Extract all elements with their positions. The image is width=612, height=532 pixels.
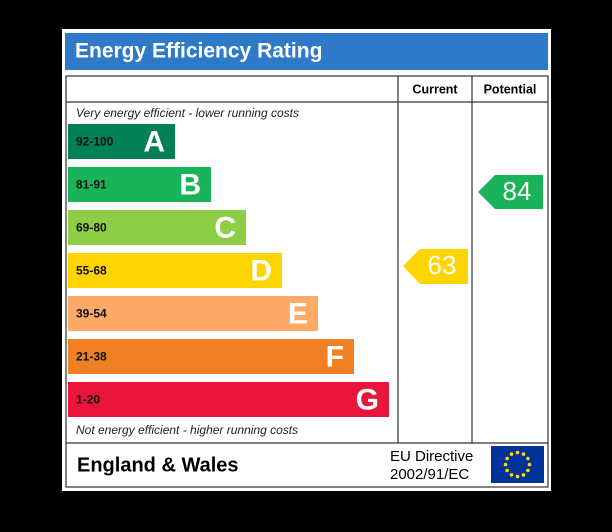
- band-letter: E: [288, 297, 308, 330]
- current-rating: 63: [428, 250, 457, 280]
- potential-rating: 84: [503, 176, 532, 206]
- band: [68, 167, 211, 202]
- band-range: 1-20: [76, 393, 100, 407]
- star: [521, 473, 526, 477]
- top-note: Very energy efficient - lower running co…: [76, 106, 299, 120]
- star: [527, 462, 532, 467]
- band-range: 39-54: [76, 307, 107, 321]
- band: [68, 382, 389, 417]
- band-range: 69-80: [76, 221, 107, 235]
- bands: 92-100 A 81-91 B 69-80 C 55-68 D 39-54 E 21-38 F 1-2…: [68, 124, 389, 417]
- band-letter: C: [214, 211, 236, 244]
- region: England & Wales: [77, 454, 239, 476]
- band: [68, 210, 246, 245]
- band: [68, 124, 175, 159]
- band-letter: B: [179, 168, 201, 201]
- star: [521, 452, 526, 456]
- bottom-note: Not energy efficient - higher running co…: [76, 423, 298, 437]
- band-letter: A: [143, 125, 165, 158]
- star: [526, 456, 530, 461]
- band-range: 92-100: [76, 135, 114, 149]
- band-letter: G: [356, 383, 379, 416]
- directive: EU Directive: [390, 448, 473, 465]
- band: [68, 253, 282, 288]
- col-header: Potential: [484, 82, 537, 96]
- star: [503, 462, 508, 467]
- star: [526, 468, 530, 473]
- band-letter: D: [250, 254, 272, 287]
- potential-arrow: [478, 175, 543, 209]
- title-bar: [65, 33, 548, 70]
- band: [68, 296, 318, 331]
- title: Energy Efficiency Rating: [75, 40, 322, 63]
- star: [515, 474, 520, 479]
- band-range: 81-91: [76, 178, 107, 192]
- frame: [65, 75, 549, 488]
- col-header: Current: [412, 82, 458, 96]
- star: [515, 450, 520, 455]
- eu-stars: [503, 450, 532, 479]
- band: [68, 339, 354, 374]
- star: [509, 452, 514, 456]
- directive: 2002/91/EC: [390, 466, 469, 483]
- grid: [65, 75, 549, 488]
- star: [509, 473, 514, 477]
- current-arrow: [403, 249, 468, 284]
- band-letter: F: [326, 340, 344, 373]
- star: [505, 468, 509, 473]
- band-range: 21-38: [76, 350, 107, 364]
- band-range: 55-68: [76, 264, 107, 278]
- star: [505, 456, 509, 461]
